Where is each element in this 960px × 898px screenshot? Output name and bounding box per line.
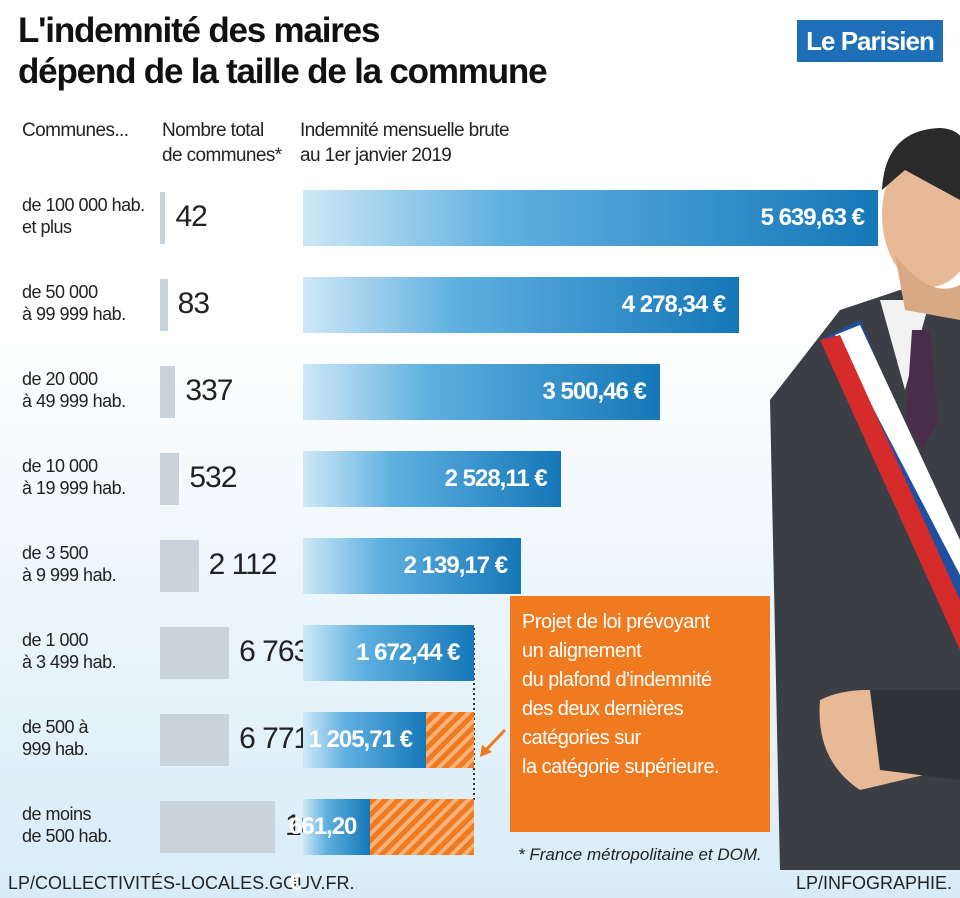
count-label: 42 — [175, 200, 207, 233]
bar: 3 500,46 € — [303, 364, 660, 420]
category-label: de 1 000 à 3 499 hab. — [22, 630, 117, 672]
bar: 5 639,63 € — [303, 190, 878, 246]
count-bar — [160, 627, 230, 679]
value-label: 661,20 € — [289, 813, 357, 896]
source: LP/COLLECTIVITÉS-LOCALES.GOUV.FR. — [8, 873, 355, 893]
bar: 2 139,17 € — [303, 538, 522, 594]
column-header: Nombre total de communes* — [162, 120, 282, 166]
value-label: 5 639,63 € — [760, 204, 865, 231]
logo: Le Parisien — [797, 20, 943, 62]
count-bar — [160, 453, 180, 505]
value-label: 4 278,34 € — [621, 291, 726, 318]
count-bar — [160, 801, 275, 853]
column-header: Communes... — [22, 120, 129, 141]
value-label: 2 139,17 € — [403, 552, 508, 579]
count-label: 2 112 — [208, 548, 278, 581]
count-bar — [160, 540, 199, 592]
annotation: Projet de loi prévoyant un alignement du… — [510, 596, 770, 832]
count-bar — [160, 366, 176, 418]
bar: 1 205,71 € — [303, 712, 426, 768]
count-label: 532 — [189, 461, 237, 494]
count-label: 337 — [185, 374, 233, 407]
count-label: 6 771 — [239, 722, 310, 755]
title: L'indemnité des maires dépend de la tail… — [18, 11, 548, 91]
value-label: 2 528,11 € — [444, 465, 548, 492]
count-label: 6 763 — [239, 635, 310, 668]
count-bar — [160, 192, 166, 244]
value-label: 3 500,46 € — [542, 378, 646, 405]
category-label: de 20 000 à 49 999 hab. — [22, 369, 126, 411]
category-label: de 100 000 hab. et plus — [22, 195, 145, 237]
category-label: de moins de 500 hab. — [22, 804, 112, 846]
footnote: * France métropolitaine et DOM. — [518, 845, 762, 864]
value-label: 1 672,44 € — [356, 639, 460, 666]
count-label: 83 — [177, 287, 210, 320]
count-bar — [160, 714, 230, 766]
value-label: 1 205,71 € — [308, 726, 412, 753]
category-label: de 50 000 à 99 999 hab. — [22, 282, 126, 324]
count-bar — [160, 279, 168, 331]
bar: 2 528,11 € — [303, 451, 561, 507]
column-header: Indemnité mensuelle brute au 1er janvier… — [300, 120, 510, 166]
category-label: de 3 500 à 9 999 hab. — [22, 543, 117, 585]
bar: 661,20 € — [289, 799, 371, 896]
credit: LP/INFOGRAPHIE. — [795, 873, 952, 893]
category-label: de 500 à 999 hab. — [22, 717, 89, 759]
bar: 4 278,34 € — [303, 277, 740, 333]
category-label: de 10 000 à 19 999 hab. — [22, 456, 126, 498]
bar: 1 672,44 € — [303, 625, 474, 681]
